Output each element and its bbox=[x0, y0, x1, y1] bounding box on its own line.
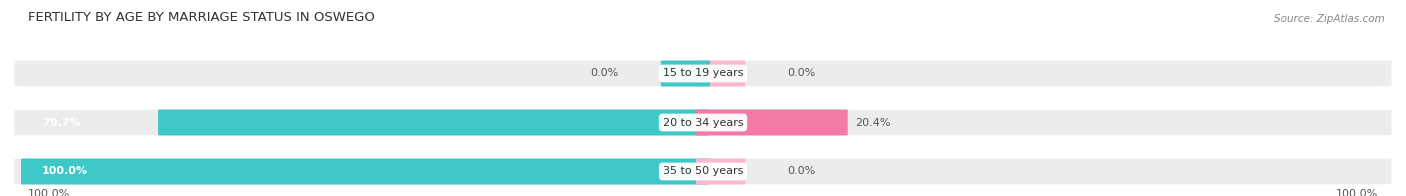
FancyBboxPatch shape bbox=[696, 159, 745, 184]
FancyBboxPatch shape bbox=[14, 109, 1392, 136]
FancyBboxPatch shape bbox=[696, 61, 745, 86]
Text: 0.0%: 0.0% bbox=[787, 68, 815, 79]
FancyBboxPatch shape bbox=[14, 60, 1392, 87]
FancyBboxPatch shape bbox=[696, 110, 848, 135]
Text: 79.7%: 79.7% bbox=[42, 117, 82, 128]
Text: 100.0%: 100.0% bbox=[1336, 189, 1378, 196]
Text: Source: ZipAtlas.com: Source: ZipAtlas.com bbox=[1274, 14, 1385, 24]
Text: FERTILITY BY AGE BY MARRIAGE STATUS IN OSWEGO: FERTILITY BY AGE BY MARRIAGE STATUS IN O… bbox=[28, 11, 375, 24]
Text: 0.0%: 0.0% bbox=[787, 166, 815, 177]
Text: 0.0%: 0.0% bbox=[591, 68, 619, 79]
Text: 100.0%: 100.0% bbox=[42, 166, 89, 177]
Text: 20.4%: 20.4% bbox=[855, 117, 890, 128]
Text: 20 to 34 years: 20 to 34 years bbox=[662, 117, 744, 128]
FancyBboxPatch shape bbox=[14, 158, 1392, 185]
Text: 100.0%: 100.0% bbox=[28, 189, 70, 196]
FancyBboxPatch shape bbox=[21, 159, 710, 184]
Text: 35 to 50 years: 35 to 50 years bbox=[662, 166, 744, 177]
FancyBboxPatch shape bbox=[157, 110, 710, 135]
Text: 15 to 19 years: 15 to 19 years bbox=[662, 68, 744, 79]
FancyBboxPatch shape bbox=[661, 61, 710, 86]
